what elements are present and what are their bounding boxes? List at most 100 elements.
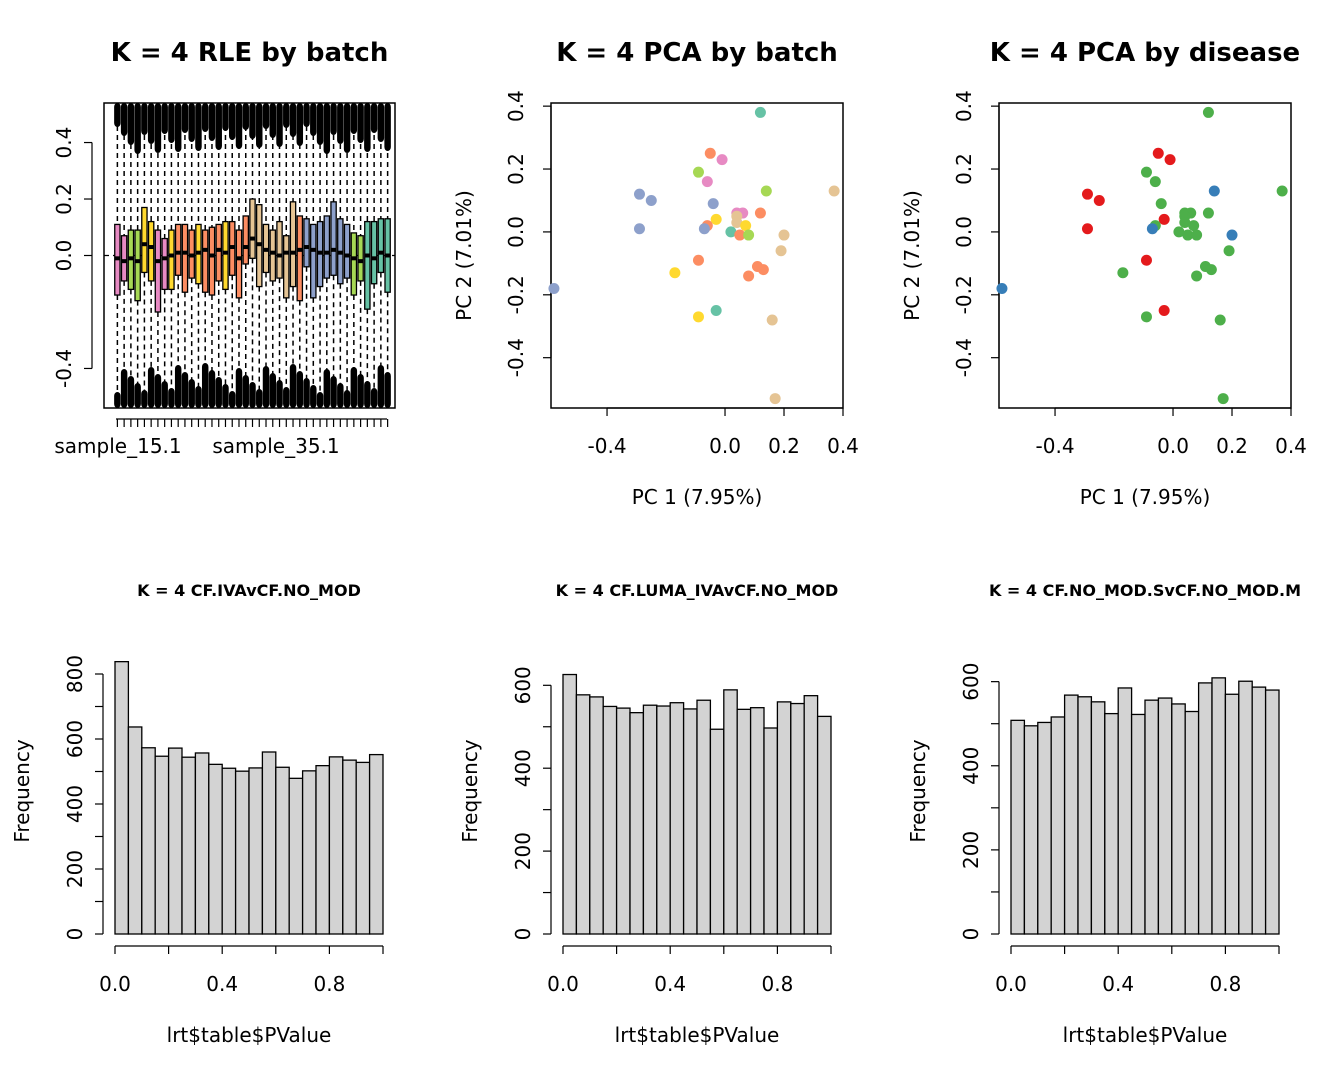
outliers-upper [283,103,290,128]
box-body [364,220,371,310]
box-body [370,220,378,285]
box-31 [316,103,324,408]
histogram-bar [1211,677,1227,935]
data-point [633,188,645,200]
outliers-lower [370,388,378,408]
data-point [645,194,657,206]
x-tick-label: 0.0 [1157,434,1189,458]
data-point [1155,198,1167,210]
histogram-bar [1238,680,1253,935]
box-body [357,235,364,282]
outliers-upper [296,103,304,146]
y-axis-label: Frequency [10,739,34,842]
outliers-lower [242,375,249,408]
data-point [766,314,778,326]
box-body [303,218,310,268]
outliers-lower [269,373,277,408]
outliers-upper [249,103,256,139]
box-35 [343,103,351,408]
box-body [343,223,351,279]
data-point [775,245,787,257]
data-point [1152,147,1164,159]
outliers-lower [256,389,263,408]
box-body [242,215,250,265]
x-tick-label: -0.4 [588,434,627,458]
data-point [828,185,840,197]
box-body [120,235,128,282]
outliers-upper [235,103,243,149]
outliers-lower [337,383,344,408]
data-point [1214,314,1226,326]
outliers-upper [127,103,135,145]
y-tick-label: -0.2 [504,275,528,314]
data-point [701,176,713,188]
data-point [1149,176,1161,188]
outliers-upper [168,103,175,143]
histogram-bar [288,777,304,935]
data-point [1140,311,1152,323]
data-point [1140,254,1152,266]
y-tick-label: -0.4 [504,338,528,377]
y-tick-label: 400 [959,747,983,785]
histogram-bar [114,661,130,935]
box-5 [141,103,148,408]
data-point [1158,213,1170,225]
outliers-upper [195,103,202,151]
box-29 [303,103,310,408]
outliers-upper [337,103,344,144]
x-tick-label: 0.2 [768,434,800,458]
histogram-bar [248,767,264,935]
chart-title: K = 4 CF.LUMA_IVAvCF.NO_MOD [556,581,839,600]
x-tick-label: 0.4 [206,972,238,996]
data-point [1226,229,1238,241]
histogram-bar [1023,725,1039,935]
data-point [710,213,722,225]
y-tick-label: 800 [63,655,87,693]
x-tick-label: 0.4 [827,434,859,458]
x-tick-label: 0.0 [995,972,1027,996]
histogram-bar [1251,686,1267,935]
x-tick-label: 0.4 [654,972,686,996]
outliers-upper [377,103,385,142]
data-point [707,198,719,210]
histogram-bar [1063,694,1079,935]
histogram-bar [368,753,384,935]
histogram-bar [1197,682,1213,935]
box-body [161,237,168,291]
data-point [725,226,737,238]
outliers-lower [316,392,324,408]
histogram-bar [562,673,578,935]
histogram-bar [208,763,223,935]
data-point [760,185,772,197]
histogram-bar [682,708,698,935]
outliers-lower [276,380,283,408]
box-body [276,220,283,279]
outliers-upper [181,103,189,133]
histogram-bar [1104,712,1119,935]
histogram-bar [315,765,331,935]
outliers-upper [188,103,195,142]
x-axis-label: PC 1 (7.95%) [1080,485,1211,509]
histogram-bar [1130,713,1146,935]
data-point [1191,270,1203,282]
box-20 [242,103,250,408]
box-body [154,229,162,313]
chart-title: K = 4 CF.IVAvCF.NO_MOD [137,581,361,600]
data-point [698,223,710,235]
outliers-upper [161,103,168,134]
histogram-bar [1144,699,1160,935]
y-tick-label: 0 [63,928,87,941]
histogram-bar [154,755,170,935]
data-point [1146,223,1158,235]
histogram-bar [589,696,604,935]
histogram-bar [1117,687,1133,935]
outliers-upper [303,103,310,127]
box-body [134,229,141,302]
outliers-upper [208,103,216,141]
box-body [330,201,337,276]
data-point [1205,264,1217,276]
y-axis-label: PC 2 (7.01%) [900,190,924,321]
chart-title: K = 4 PCA by batch [556,38,838,68]
data-point [1164,154,1176,166]
pca-scatter-disease: K = 4 PCA by disease -0.4 0.0 0.2 0.4 -0.4 -0.… [900,38,1307,509]
